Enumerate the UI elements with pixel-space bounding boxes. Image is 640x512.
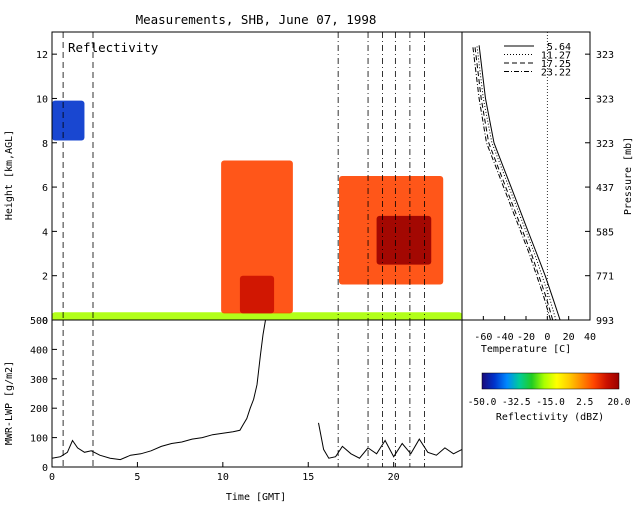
legend-entry: 23.22 bbox=[541, 68, 571, 79]
x-tick-label: -20 bbox=[517, 332, 535, 343]
reflectivity-y-label: Height [km,AGL] bbox=[4, 130, 15, 220]
lwp-line-0 bbox=[51, 319, 266, 461]
colorbar-tick-label: -32.5 bbox=[502, 397, 531, 408]
y-tick-label: 500 bbox=[30, 316, 48, 327]
x-tick-label: -40 bbox=[496, 332, 514, 343]
legend-entry: 17.25 bbox=[541, 59, 571, 70]
pressure-tick-label: 771 bbox=[596, 272, 614, 283]
reflectivity-y-ticks: 0 2 4 6 8 10 12 bbox=[36, 50, 57, 327]
figure-title: Measurements, SHB, June 07, 1998 bbox=[136, 12, 377, 27]
lwp-y-ticks: 0 100 200 300 400 500 bbox=[30, 316, 57, 474]
temperature-line-1 bbox=[476, 45, 557, 321]
temperature-x-ticks: -60 -40 -20 0 20 40 bbox=[474, 316, 596, 343]
lwp-marker-lines bbox=[62, 320, 425, 467]
pressure-tick-label: 323 bbox=[596, 50, 614, 61]
colorbar-bar bbox=[481, 372, 620, 390]
y-tick-label: 12 bbox=[36, 50, 48, 61]
colorbar-tick-label: -50.0 bbox=[468, 397, 497, 408]
x-tick-label: 5 bbox=[134, 472, 140, 483]
pressure-tick-label: 993 bbox=[596, 316, 614, 327]
pressure-tick-label: 437 bbox=[596, 183, 614, 194]
pressure-tick-label: 323 bbox=[596, 139, 614, 150]
x-tick-label: -60 bbox=[474, 332, 492, 343]
x-tick-label: 0 bbox=[49, 472, 55, 483]
reflectivity-echoes bbox=[52, 100, 462, 320]
y-tick-label: 4 bbox=[42, 227, 48, 238]
y-tick-label: 0 bbox=[42, 463, 48, 474]
y-tick-label: 6 bbox=[42, 183, 48, 194]
echo-surface-layer bbox=[52, 312, 462, 320]
y-tick-label: 10 bbox=[36, 94, 48, 105]
temperature-line-0 bbox=[478, 45, 561, 321]
legend-entry: 5.64 bbox=[547, 42, 571, 53]
colorbar-tick-label: -15.0 bbox=[536, 397, 565, 408]
x-tick-label: 10 bbox=[217, 472, 229, 483]
y-tick-label: 8 bbox=[42, 139, 48, 150]
y-tick-label: 0 bbox=[42, 316, 48, 327]
x-tick-label: 40 bbox=[584, 332, 596, 343]
colorbar-tick-label: 20.0 bbox=[608, 397, 631, 408]
time-x-label: Time [GMT] bbox=[226, 492, 286, 503]
y-tick-label: 200 bbox=[30, 404, 48, 415]
lwp-series bbox=[51, 319, 463, 461]
lwp-x-ticks: 0 5 10 15 20 bbox=[49, 462, 400, 483]
echo-convective-core bbox=[239, 275, 275, 314]
y-tick-label: 400 bbox=[30, 345, 48, 356]
x-tick-label: 20 bbox=[563, 332, 575, 343]
temperature-line-2 bbox=[474, 45, 554, 321]
reflectivity-marker-lines bbox=[62, 32, 425, 320]
lwp-line-1 bbox=[318, 422, 463, 459]
lwp-panel: 0 100 200 300 400 500 0 5 10 15 20 MWR-LWP [g/m2]… bbox=[4, 316, 463, 503]
x-tick-label: 0 bbox=[544, 332, 550, 343]
colorbar-tick-label: 2.5 bbox=[576, 397, 593, 408]
pressure-ticks: 993 771 585 437 323 323 323 bbox=[585, 50, 614, 327]
pressure-y-label: Pressure [mb] bbox=[623, 137, 634, 215]
echo-high-cirrus-early bbox=[52, 100, 85, 141]
colorbar-ticks: -50.0 -32.5 -15.0 2.5 20.0 bbox=[468, 397, 631, 408]
temperature-series bbox=[472, 32, 561, 321]
pressure-tick-label: 585 bbox=[596, 227, 614, 238]
legend-entry: 11.27 bbox=[541, 51, 571, 62]
temperature-line-3 bbox=[472, 45, 551, 321]
lwp-frame bbox=[51, 319, 463, 468]
x-tick-label: 15 bbox=[302, 472, 314, 483]
echo-late-storm-core bbox=[376, 215, 432, 265]
temperature-x-label: Temperature [C] bbox=[481, 344, 571, 355]
echo-main-convective-tower bbox=[221, 160, 293, 314]
reflectivity-panel-label: Reflectivity bbox=[68, 40, 159, 55]
pressure-tick-label: 323 bbox=[596, 94, 614, 105]
temperature-panel: -60 -40 -20 0 20 40 993 771 585 437 323 323 323 5.6… bbox=[461, 31, 634, 355]
y-tick-label: 300 bbox=[30, 375, 48, 386]
y-tick-label: 100 bbox=[30, 434, 48, 445]
reflectivity-panel: 0 2 4 6 8 10 12 Reflectivity Height [km,AGL] bbox=[4, 31, 463, 327]
y-tick-label: 2 bbox=[42, 272, 48, 283]
lwp-y-label: MWR-LWP [g/m2] bbox=[4, 361, 15, 445]
x-tick-label: 20 bbox=[388, 472, 400, 483]
colorbar: -50.0 -32.5 -15.0 2.5 20.0 Reflectivity (dBZ… bbox=[468, 372, 631, 423]
colorbar-label: Reflectivity (dBZ) bbox=[496, 412, 604, 423]
